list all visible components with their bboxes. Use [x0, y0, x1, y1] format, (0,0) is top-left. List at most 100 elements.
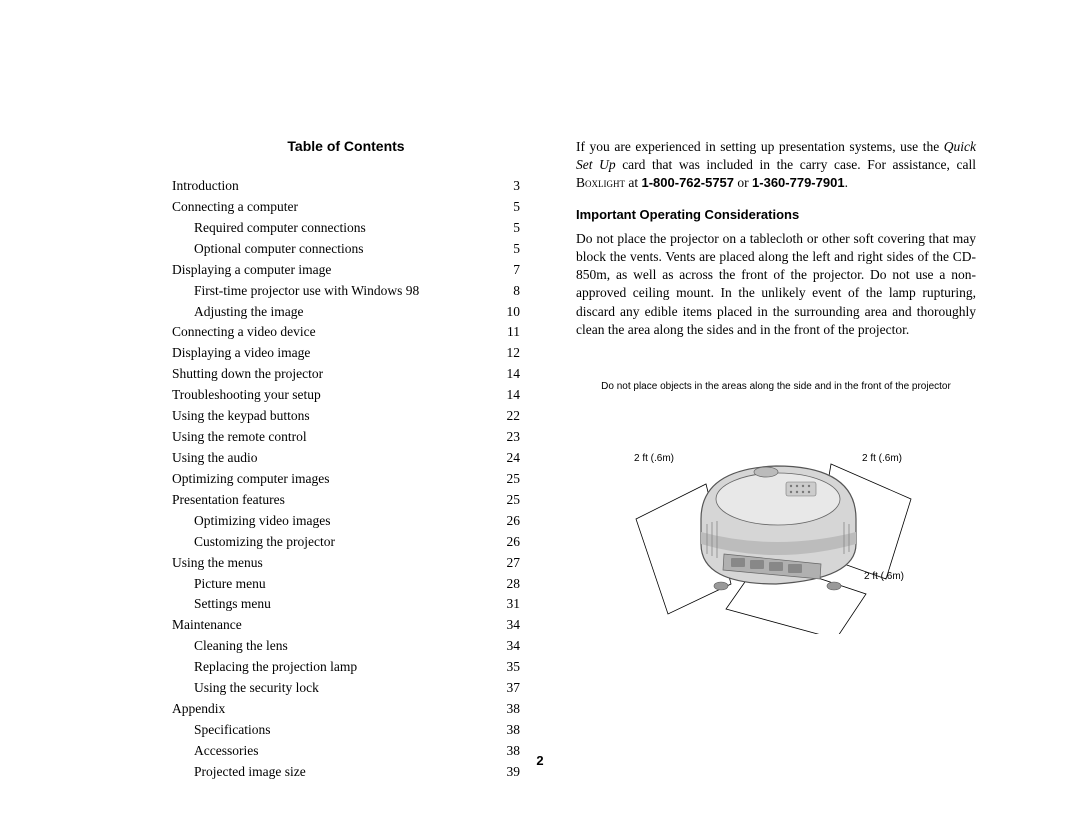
toc-column: Table of Contents Introduction3Connectin… [172, 138, 520, 783]
toc-entry-label: Cleaning the lens [172, 636, 288, 657]
toc-entry-page: 14 [507, 364, 521, 385]
toc-entry-page: 26 [507, 511, 521, 532]
clearance-diagram: Do not place objects in the areas along … [576, 381, 976, 681]
toc-entry-label: Replacing the projection lamp [172, 657, 357, 678]
toc-entry: Presentation features 25 [172, 490, 520, 511]
toc-entry-page: 35 [507, 657, 521, 678]
toc-list: Introduction3Connecting a computer5Requi… [172, 176, 520, 783]
toc-entry: Adjusting the image 10 [172, 302, 520, 323]
toc-entry: Using the audio24 [172, 448, 520, 469]
toc-entry-page: 7 [513, 260, 520, 281]
phone-1: 1-800-762-5757 [642, 175, 735, 190]
toc-entry-label: Displaying a computer image [172, 260, 331, 281]
toc-entry-page: 3 [513, 176, 520, 197]
toc-entry-page: 5 [513, 218, 520, 239]
toc-entry-page: 28 [507, 574, 521, 595]
toc-entry-page: 38 [507, 699, 521, 720]
diagram-caption: Do not place objects in the areas along … [576, 381, 976, 392]
right-column: If you are experienced in setting up pre… [576, 138, 976, 783]
toc-entry: Using the menus 27 [172, 553, 520, 574]
toc-entry: Maintenance 34 [172, 615, 520, 636]
toc-entry-label: Required computer connections [172, 218, 366, 239]
toc-entry: Displaying a video image 12 [172, 343, 520, 364]
toc-entry-label: Introduction [172, 176, 239, 197]
considerations-heading: Important Operating Considerations [576, 207, 976, 222]
toc-entry-label: Using the security lock [172, 678, 319, 699]
toc-entry: Using the security lock 37 [172, 678, 520, 699]
or-text: or [734, 175, 752, 190]
toc-entry: Introduction 3 [172, 176, 520, 197]
toc-entry-page: 31 [507, 594, 521, 615]
toc-entry-label: Using the keypad buttons [172, 406, 310, 427]
toc-entry-page: 8 [513, 281, 520, 302]
toc-entry: Connecting a computer 5 [172, 197, 520, 218]
page-number: 2 [0, 753, 1080, 768]
toc-entry-page: 38 [507, 720, 521, 741]
phone-2: 1-360-779-7901 [752, 175, 845, 190]
toc-title: Table of Contents [172, 138, 520, 154]
page: Table of Contents Introduction3Connectin… [0, 0, 1080, 823]
boxlight-name: Boxlight [576, 175, 625, 190]
toc-entry-page: 34 [507, 636, 521, 657]
toc-entry-page: 25 [507, 490, 521, 511]
toc-entry: Displaying a computer image 7 [172, 260, 520, 281]
toc-entry-page: 10 [507, 302, 521, 323]
toc-entry-label: Optimizing video images [172, 511, 330, 532]
toc-entry-page: 12 [507, 343, 521, 364]
toc-entry-label: Presentation features [172, 490, 285, 511]
clearance-label-left: 2 ft (.6m) [634, 453, 674, 464]
toc-entry-label: Using the remote control [172, 427, 307, 448]
toc-entry-label: Maintenance [172, 615, 242, 636]
toc-entry-page: 27 [507, 553, 521, 574]
toc-entry-page: 25 [507, 469, 521, 490]
intro-text-3: at [625, 175, 642, 190]
toc-entry: Replacing the projection lamp 35 [172, 657, 520, 678]
intro-paragraph: If you are experienced in setting up pre… [576, 138, 976, 193]
clearance-label-front: 2 ft (.6m) [864, 571, 904, 582]
toc-entry-page: 23 [507, 427, 521, 448]
toc-entry-label: Settings menu [172, 594, 271, 615]
projector-illustration [606, 404, 946, 634]
toc-entry: Connecting a video device 11 [172, 322, 520, 343]
toc-entry-label: Customizing the projector [172, 532, 335, 553]
period: . [845, 175, 848, 190]
toc-entry-label: Picture menu [172, 574, 266, 595]
toc-entry-label: Shutting down the projector [172, 364, 323, 385]
toc-entry-label: Connecting a video device [172, 322, 316, 343]
toc-entry-page: 24 [507, 448, 521, 469]
toc-entry-label: Adjusting the image [172, 302, 303, 323]
toc-entry-label: Using the menus [172, 553, 263, 574]
toc-entry-page: 5 [513, 239, 520, 260]
toc-entry-label: Optional computer connections [172, 239, 363, 260]
toc-entry-page: 26 [507, 532, 521, 553]
toc-entry-page: 5 [513, 197, 520, 218]
intro-text-1: If you are experienced in setting up pre… [576, 139, 944, 154]
toc-entry: First-time projector use with Windows 98… [172, 281, 520, 302]
toc-entry-label: Troubleshooting your setup [172, 385, 321, 406]
toc-entry-label: Specifications [172, 720, 270, 741]
toc-entry-page: 22 [507, 406, 521, 427]
toc-entry-page: 37 [507, 678, 521, 699]
toc-entry: Using the keypad buttons 22 [172, 406, 520, 427]
toc-entry-label: Optimizing computer images [172, 469, 329, 490]
toc-entry: Shutting down the projector 14 [172, 364, 520, 385]
toc-entry-label: Appendix [172, 699, 225, 720]
clearance-label-right: 2 ft (.6m) [862, 453, 902, 464]
toc-entry: Picture menu 28 [172, 574, 520, 595]
toc-entry-label: First-time projector use with Windows 98 [172, 281, 419, 302]
toc-entry-page: 11 [507, 322, 520, 343]
toc-entry: Settings menu 31 [172, 594, 520, 615]
toc-entry: Optimizing computer images 25 [172, 469, 520, 490]
toc-entry: Using the remote control 23 [172, 427, 520, 448]
toc-entry: Customizing the projector 26 [172, 532, 520, 553]
toc-entry-label: Displaying a video image [172, 343, 310, 364]
toc-entry: Cleaning the lens 34 [172, 636, 520, 657]
toc-entry-page: 34 [507, 615, 521, 636]
toc-entry: Specifications 38 [172, 720, 520, 741]
toc-entry-page: 14 [507, 385, 521, 406]
toc-entry: Required computer connections 5 [172, 218, 520, 239]
considerations-body: Do not place the projector on a tableclo… [576, 230, 976, 339]
toc-entry-label: Connecting a computer [172, 197, 298, 218]
toc-entry: Appendix 38 [172, 699, 520, 720]
toc-entry: Troubleshooting your setup 14 [172, 385, 520, 406]
